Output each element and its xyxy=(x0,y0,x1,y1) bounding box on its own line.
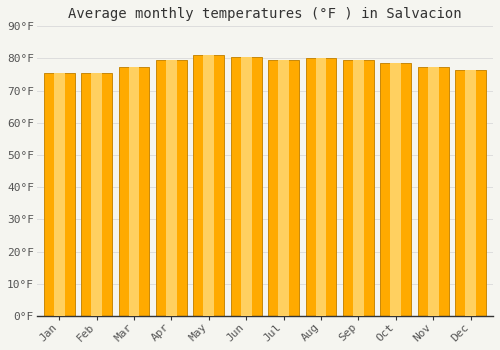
Bar xyxy=(456,70,486,316)
Bar xyxy=(166,60,176,316)
Bar xyxy=(343,60,374,316)
Bar xyxy=(156,60,186,316)
Bar xyxy=(465,70,476,316)
Bar xyxy=(128,66,140,316)
Bar xyxy=(204,55,214,316)
Bar xyxy=(428,66,438,316)
Bar xyxy=(54,73,64,316)
Bar xyxy=(306,58,336,316)
Bar xyxy=(316,58,326,316)
Bar xyxy=(418,66,448,316)
Title: Average monthly temperatures (°F ) in Salvacion: Average monthly temperatures (°F ) in Sa… xyxy=(68,7,462,21)
Bar xyxy=(91,73,102,316)
Bar xyxy=(44,73,74,316)
Bar xyxy=(268,60,299,316)
Bar xyxy=(194,55,224,316)
Bar xyxy=(241,57,252,316)
Bar xyxy=(390,63,401,316)
Bar xyxy=(278,60,289,316)
Bar xyxy=(353,60,364,316)
Bar xyxy=(380,63,411,316)
Bar xyxy=(81,73,112,316)
Bar xyxy=(231,57,262,316)
Bar xyxy=(118,66,150,316)
